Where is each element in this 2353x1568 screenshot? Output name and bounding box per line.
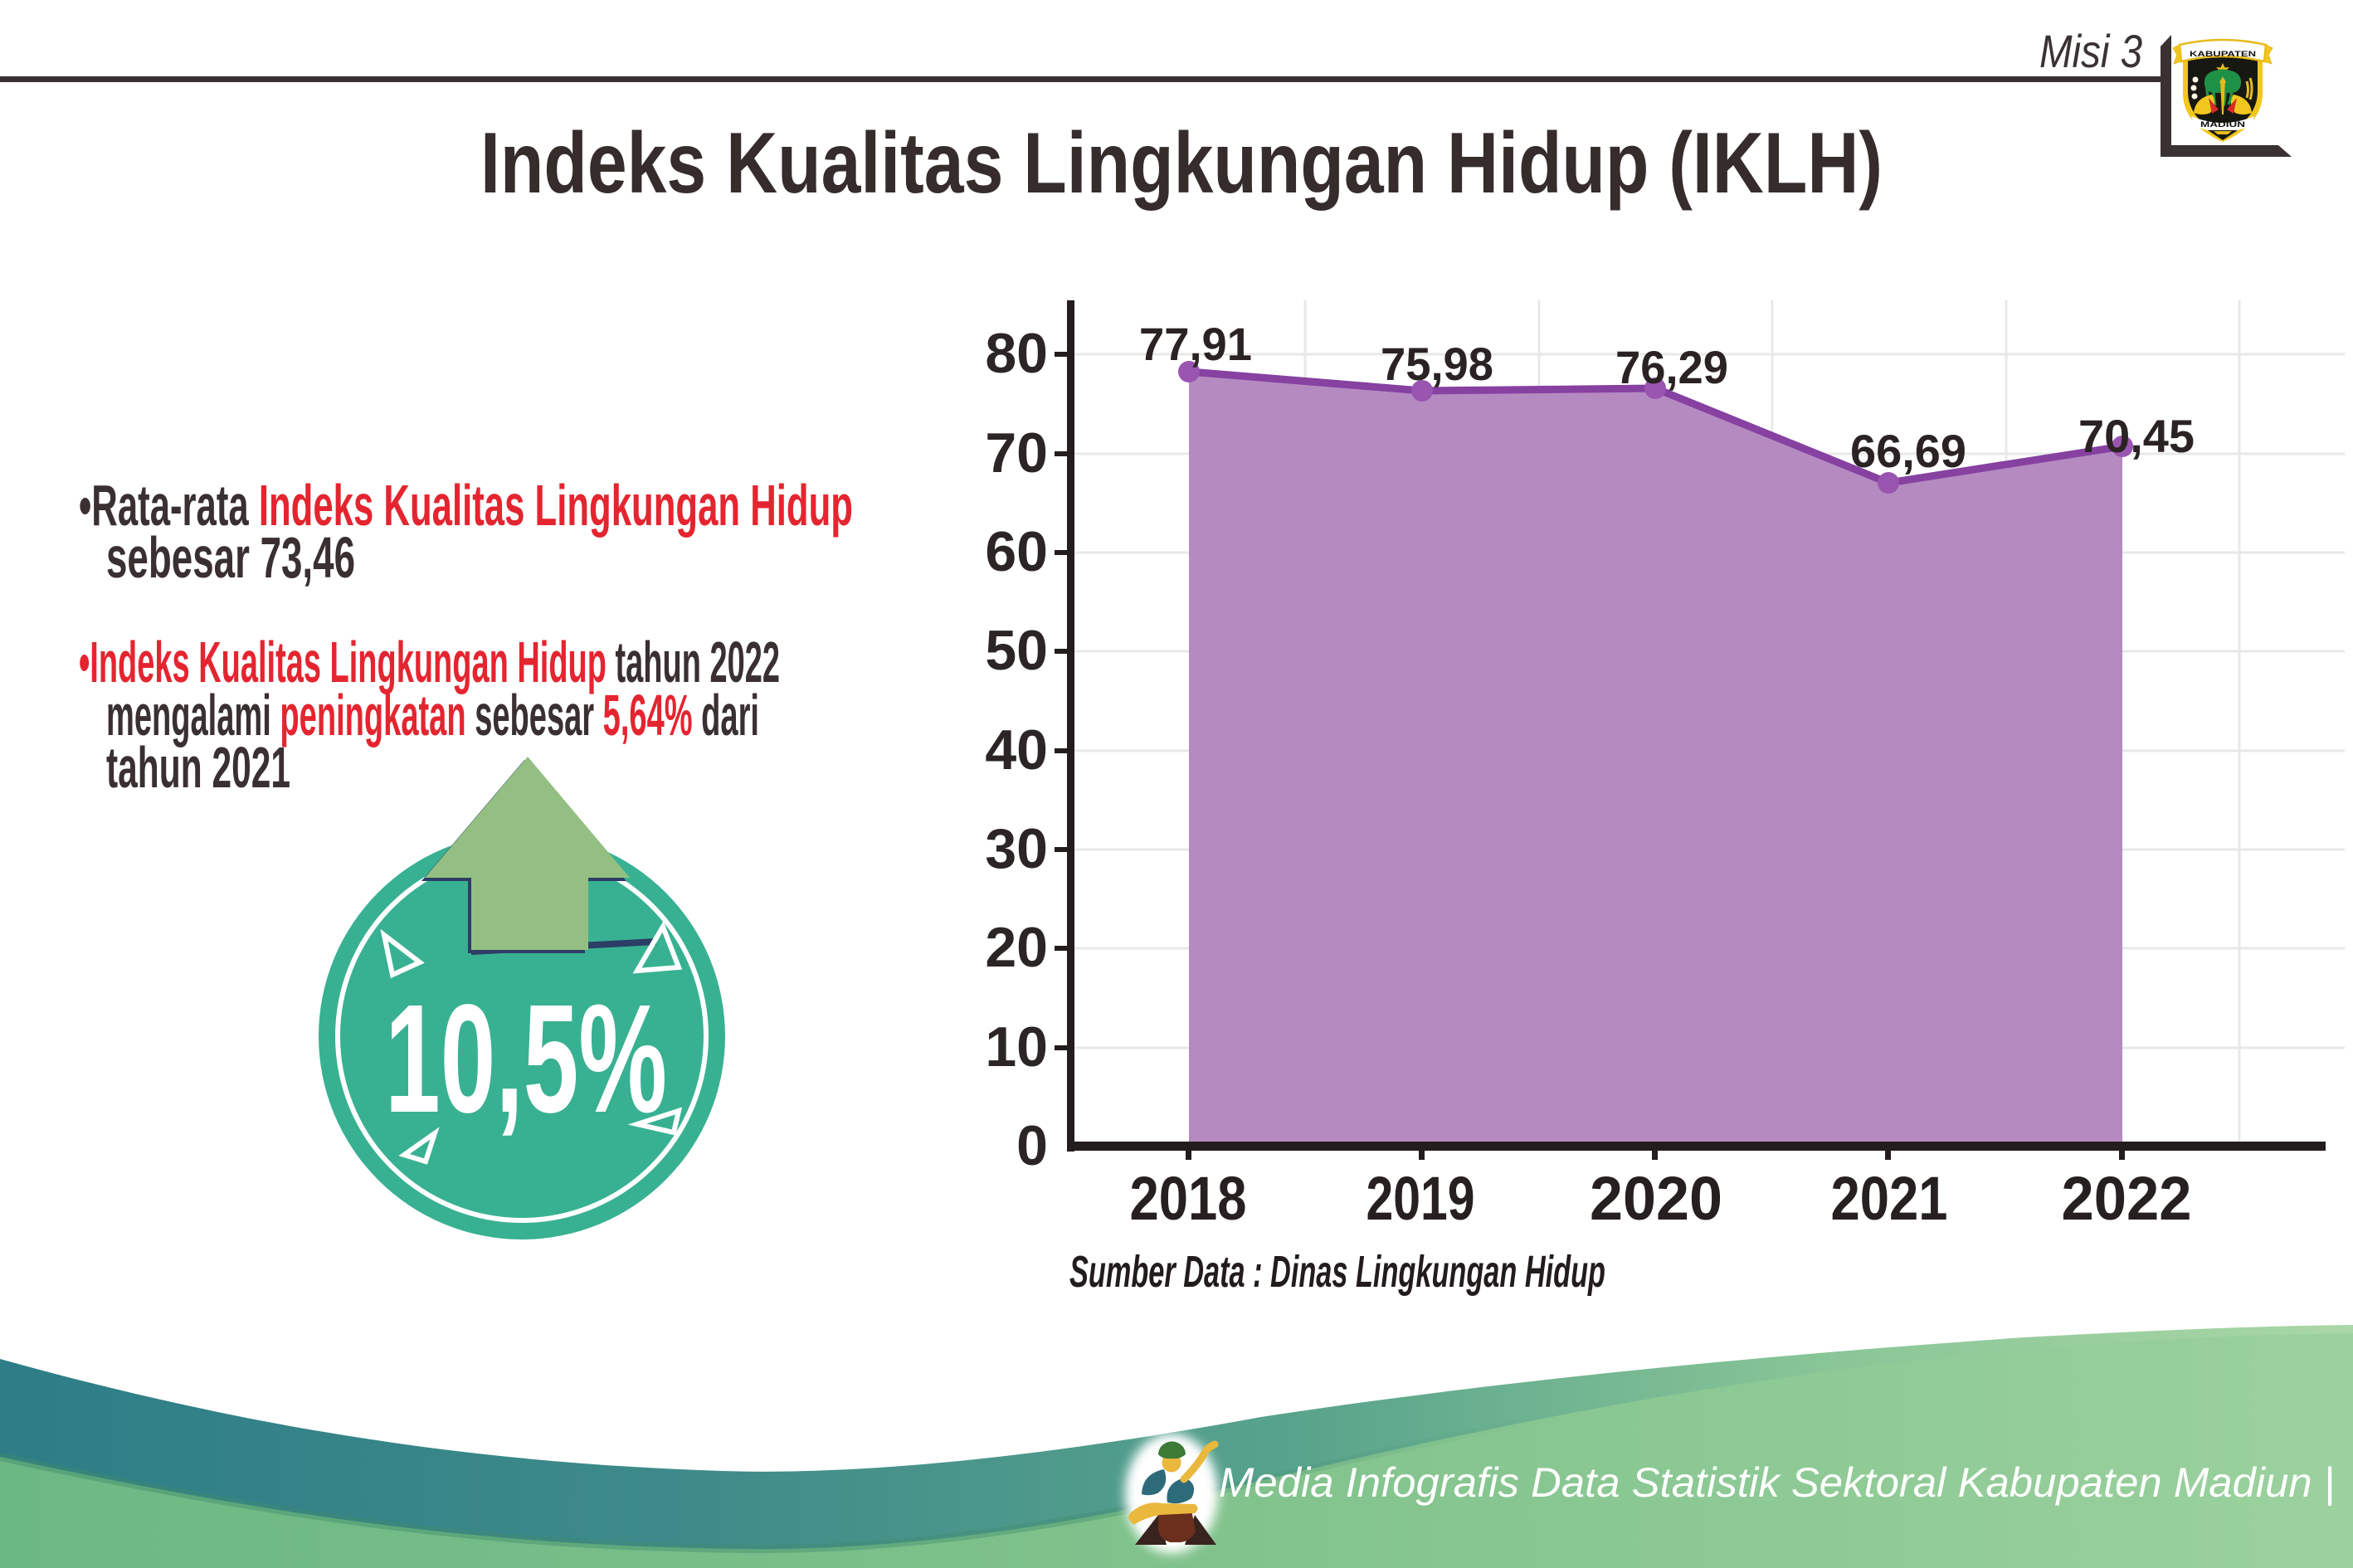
svg-text:Indeks Kualitas Lingkungan Hid: Indeks Kualitas Lingkungan Hidup (IKLH) xyxy=(480,115,1883,212)
svg-text:2019: 2019 xyxy=(1366,1164,1475,1233)
svg-text:30: 30 xyxy=(985,817,1048,880)
svg-text:80: 80 xyxy=(985,322,1048,385)
svg-text:sebesar 73,46: sebesar 73,46 xyxy=(106,525,355,590)
svg-text:2021: 2021 xyxy=(1831,1164,1948,1233)
svg-text:tahun 2021: tahun 2021 xyxy=(106,735,290,800)
svg-text:Sumber Data : Dinas Lingkungan: Sumber Data : Dinas Lingkungan Hidup xyxy=(1069,1247,1605,1297)
svg-text:66,69: 66,69 xyxy=(1850,425,1966,477)
svg-text:75,98: 75,98 xyxy=(1381,338,1493,390)
svg-text:50: 50 xyxy=(985,619,1048,682)
svg-text:2020: 2020 xyxy=(1590,1164,1722,1233)
svg-text:70,45: 70,45 xyxy=(2078,410,2195,462)
svg-text:mengalami peningkatan sebesar: mengalami peningkatan sebesar 5,64% dari xyxy=(106,683,759,747)
svg-text:77,91: 77,91 xyxy=(1139,318,1252,370)
svg-text:•Rata-rata Indeks Kualitas Lin: •Rata-rata Indeks Kualitas Lingkungan Hi… xyxy=(79,473,853,538)
svg-text:2022: 2022 xyxy=(2062,1164,2192,1233)
svg-text:•Indeks Kualitas Lingkungan Hi: •Indeks Kualitas Lingkungan Hidup tahun … xyxy=(79,630,780,694)
svg-text:Media Infografis Data Statisti: Media Infografis Data Statistik Sektoral… xyxy=(1219,1459,2335,1507)
svg-text:0: 0 xyxy=(1016,1114,1048,1177)
svg-text:20: 20 xyxy=(985,916,1048,979)
svg-text:KABUPATEN: KABUPATEN xyxy=(2190,50,2256,59)
svg-text:70: 70 xyxy=(985,421,1048,485)
svg-text:MADIUN: MADIUN xyxy=(2200,120,2245,129)
svg-text:10,5%: 10,5% xyxy=(385,973,667,1145)
svg-text:60: 60 xyxy=(985,520,1048,583)
svg-text:Misi 3: Misi 3 xyxy=(2039,25,2142,77)
svg-text:40: 40 xyxy=(985,718,1048,782)
svg-text:76,29: 76,29 xyxy=(1615,341,1728,393)
svg-text:2018: 2018 xyxy=(1130,1164,1247,1233)
svg-text:10: 10 xyxy=(985,1015,1048,1079)
